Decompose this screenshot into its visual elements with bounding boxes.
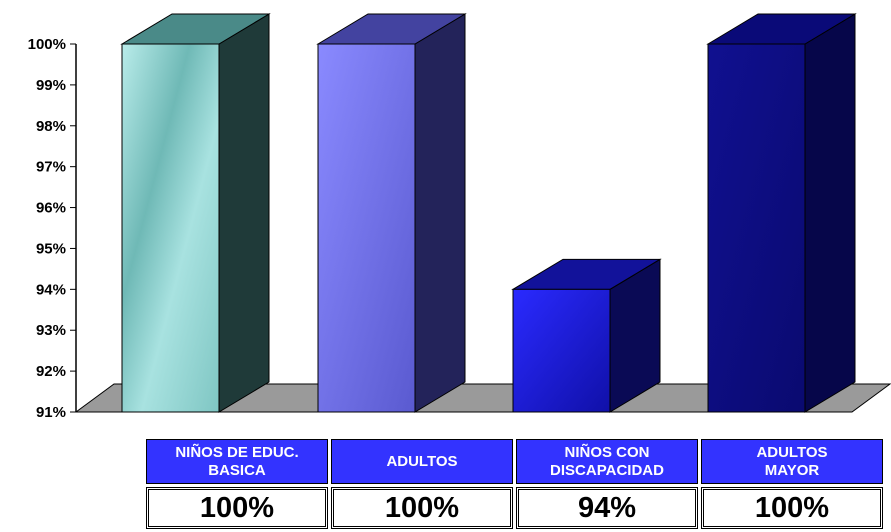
bar-front: [121, 43, 220, 413]
y-tick-label: 94%: [36, 281, 66, 298]
y-tick-label: 95%: [36, 240, 66, 257]
bars: [120, 13, 857, 413]
category-line: ADULTOS: [386, 452, 458, 470]
bar: [120, 13, 271, 413]
bar-front: [707, 43, 806, 413]
bar: [511, 258, 662, 413]
bar: [316, 13, 467, 413]
y-tick-label: 100%: [28, 36, 66, 53]
category-line: MAYOR: [764, 461, 820, 479]
bar-side: [218, 13, 270, 413]
value-cell: 100%: [146, 487, 328, 529]
category-line: BASICA: [208, 461, 266, 479]
y-tick-label: 97%: [36, 159, 66, 176]
y-tick-label: 93%: [36, 322, 66, 339]
category-row: NIÑOS DE EDUC. BASICA ADULTOS NIÑOS CON DI…: [146, 439, 883, 484]
bar-front: [317, 43, 416, 413]
y-tick-label: 92%: [36, 363, 66, 380]
bar-front: [512, 288, 611, 413]
y-tick-label: 99%: [36, 77, 66, 94]
y-tick-label: 91%: [36, 404, 66, 421]
category-cell: ADULTOS: [331, 439, 513, 484]
y-axis-ticks: 91% 92% 93% 94% 95% 96% 97% 98% 99% 100%: [28, 36, 76, 421]
bar: [706, 13, 857, 413]
bar-side: [804, 13, 856, 413]
category-line: DISCAPACIDAD: [550, 461, 664, 479]
data-table: NIÑOS DE EDUC. BASICA ADULTOS NIÑOS CON DI…: [143, 436, 886, 532]
category-cell: NIÑOS CON DISCAPACIDAD: [516, 439, 698, 484]
value-cell: 100%: [331, 487, 513, 529]
category-cell: ADULTOS MAYOR: [701, 439, 883, 484]
value-cell: 100%: [701, 487, 883, 529]
value-cell: 94%: [516, 487, 698, 529]
y-tick-label: 96%: [36, 200, 66, 217]
bar-side: [414, 13, 466, 413]
category-cell: NIÑOS DE EDUC. BASICA: [146, 439, 328, 484]
category-line: NIÑOS DE EDUC.: [175, 443, 299, 461]
category-line: NIÑOS CON: [564, 443, 650, 461]
category-line: ADULTOS: [756, 443, 828, 461]
value-row: 100% 100% 94% 100%: [146, 487, 883, 529]
y-tick-label: 98%: [36, 118, 66, 135]
